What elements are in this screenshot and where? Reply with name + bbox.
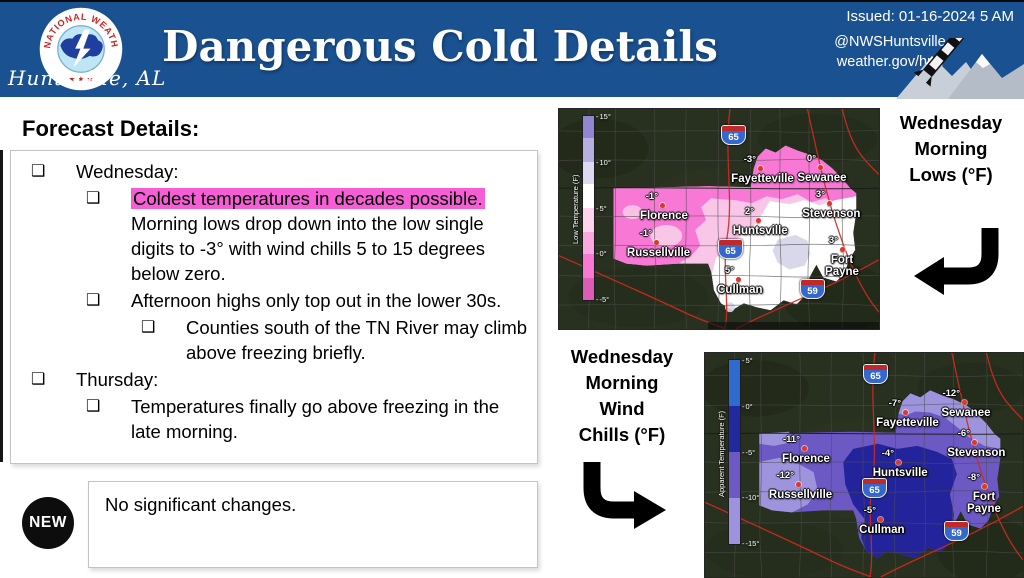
legend-tick: 10° — [596, 158, 611, 167]
lows-map-background — [559, 109, 879, 329]
legend-tick: 15° — [596, 112, 611, 121]
website-link[interactable]: weather.gov/hun — [836, 54, 944, 70]
lows-map: Low Temperature (F) 15° 10° 5° 0° -5° 65… — [558, 108, 880, 330]
header-banner: NATIONAL WEATHER SERVICE ★ ★ ★ Huntsvill… — [0, 0, 1024, 99]
city-dot-icon — [971, 439, 977, 445]
list-item-text: Coldest temperatures in decades possible… — [131, 186, 537, 286]
chills-legend: Apparent Temperature (F) 5° 0° -5° -10° … — [717, 356, 760, 548]
city-dot-icon — [757, 165, 763, 171]
list-item: ❑ Temperatures finally go above freezing… — [86, 394, 537, 444]
interstate-59-shield: 59 — [944, 521, 969, 541]
interstate-65-shield: 65 — [863, 364, 888, 384]
bullet-icon: ❑ — [31, 371, 46, 388]
city-dot-icon — [895, 459, 901, 465]
list-item: ❑ Afternoon highs only top out in the lo… — [86, 288, 537, 313]
legend-axis-label: Low Temperature (F) — [571, 174, 580, 245]
legend-colorbar — [728, 359, 741, 545]
list-item-text: Temperatures finally go above freezing i… — [131, 396, 500, 442]
list-item: ❑ Coldest temperatures in decades possib… — [86, 186, 537, 286]
city-dot-icon — [981, 483, 987, 489]
bullet-icon: ❑ — [141, 319, 156, 336]
bullet-icon: ❑ — [31, 163, 46, 180]
legend-ticks: 5° 0° -5° -10° -15° — [742, 356, 760, 548]
left-edge-strip — [0, 150, 3, 462]
list-item-text-rest: Morning lows drop down into the low sing… — [131, 213, 485, 284]
legend-tick: -5° — [742, 448, 759, 457]
bullet-icon: ❑ — [86, 190, 101, 207]
legend-tick: -10° — [742, 493, 760, 502]
update-text: No significant changes. — [105, 494, 297, 515]
svg-text:★ ★ ★: ★ ★ ★ — [68, 75, 93, 84]
page-title: Dangerous Cold Details — [162, 22, 718, 71]
list-item: ❑ Thursday: — [31, 367, 537, 392]
nws-logo: NATIONAL WEATHER SERVICE ★ ★ ★ — [38, 6, 123, 91]
legend-axis-label: Apparent Temperature (F) — [717, 410, 726, 497]
list-item: ❑ Wednesday: — [31, 159, 537, 184]
arrow-left-icon — [914, 228, 999, 295]
legend-tick: 5° — [742, 356, 759, 365]
legend-tick: -15° — [742, 539, 760, 548]
legend-tick: 0° — [742, 402, 759, 411]
list-item-text: Counties south of the TN River may climb… — [186, 317, 528, 363]
twitter-handle[interactable]: @NWSHuntsville — [834, 34, 946, 50]
city-dot-icon — [801, 445, 807, 451]
interstate-65-shield: 65 — [862, 478, 887, 498]
new-badge: NEW — [22, 497, 74, 549]
legend-ticks: 15° 10° 5° 0° -5° — [596, 112, 611, 304]
city-dot-icon — [653, 239, 659, 245]
chills-map-caption: Wednesday Morning Wind Chills (°F) — [570, 346, 674, 445]
list-item-text: Thursday: — [76, 369, 159, 390]
legend-tick: 5° — [596, 204, 611, 213]
forecast-details-box: ❑ Wednesday: ❑ Coldest temperatures in d… — [10, 150, 538, 464]
list-item-text: Wednesday: — [76, 161, 179, 182]
list-item-text: Afternoon highs only top out in the lowe… — [131, 290, 502, 311]
interstate-65-shield: 65 — [721, 125, 746, 145]
city-dot-icon — [795, 481, 801, 487]
bullet-icon: ❑ — [86, 292, 101, 309]
lows-map-caption: Wednesday Morning Lows (°F) — [899, 112, 1003, 185]
highlighted-text: Coldest temperatures in decades possible… — [131, 188, 485, 209]
interstate-65-shield: 65 — [718, 239, 743, 259]
city-dot-icon — [735, 276, 741, 282]
bullet-icon: ❑ — [86, 398, 101, 415]
rocket-icon — [913, 38, 970, 87]
list-item: ❑ Counties south of the TN River may cli… — [141, 315, 537, 365]
city-dot-icon — [659, 202, 665, 208]
update-box: No significant changes. — [88, 481, 538, 568]
city-dot-icon — [839, 246, 845, 252]
lows-legend: Low Temperature (F) 15° 10° 5° 0° -5° — [571, 112, 611, 304]
arrow-right-icon — [583, 462, 666, 529]
legend-colorbar — [582, 115, 595, 301]
city-dot-icon — [877, 516, 883, 522]
wind-chills-map: Apparent Temperature (F) 5° 0° -5° -10° … — [704, 352, 1024, 578]
issued-timestamp: Issued: 01-16-2024 5 AM — [846, 8, 1014, 25]
city-dot-icon — [826, 200, 832, 206]
forecast-details-heading: Forecast Details: — [22, 116, 200, 141]
city-dot-icon — [902, 409, 908, 415]
city-dot-icon — [961, 399, 967, 405]
city-dot-icon — [755, 217, 761, 223]
legend-tick: -5° — [596, 295, 611, 304]
city-dot-icon — [817, 164, 823, 170]
office-name: Huntsville, AL — [8, 66, 167, 90]
social-links: @NWSHuntsville weather.gov/hun — [815, 32, 965, 72]
chills-map-background — [705, 353, 1023, 577]
mountain-rocket-graphic — [896, 38, 1024, 99]
interstate-59-shield: 59 — [800, 279, 825, 299]
legend-tick: 0° — [596, 249, 611, 258]
